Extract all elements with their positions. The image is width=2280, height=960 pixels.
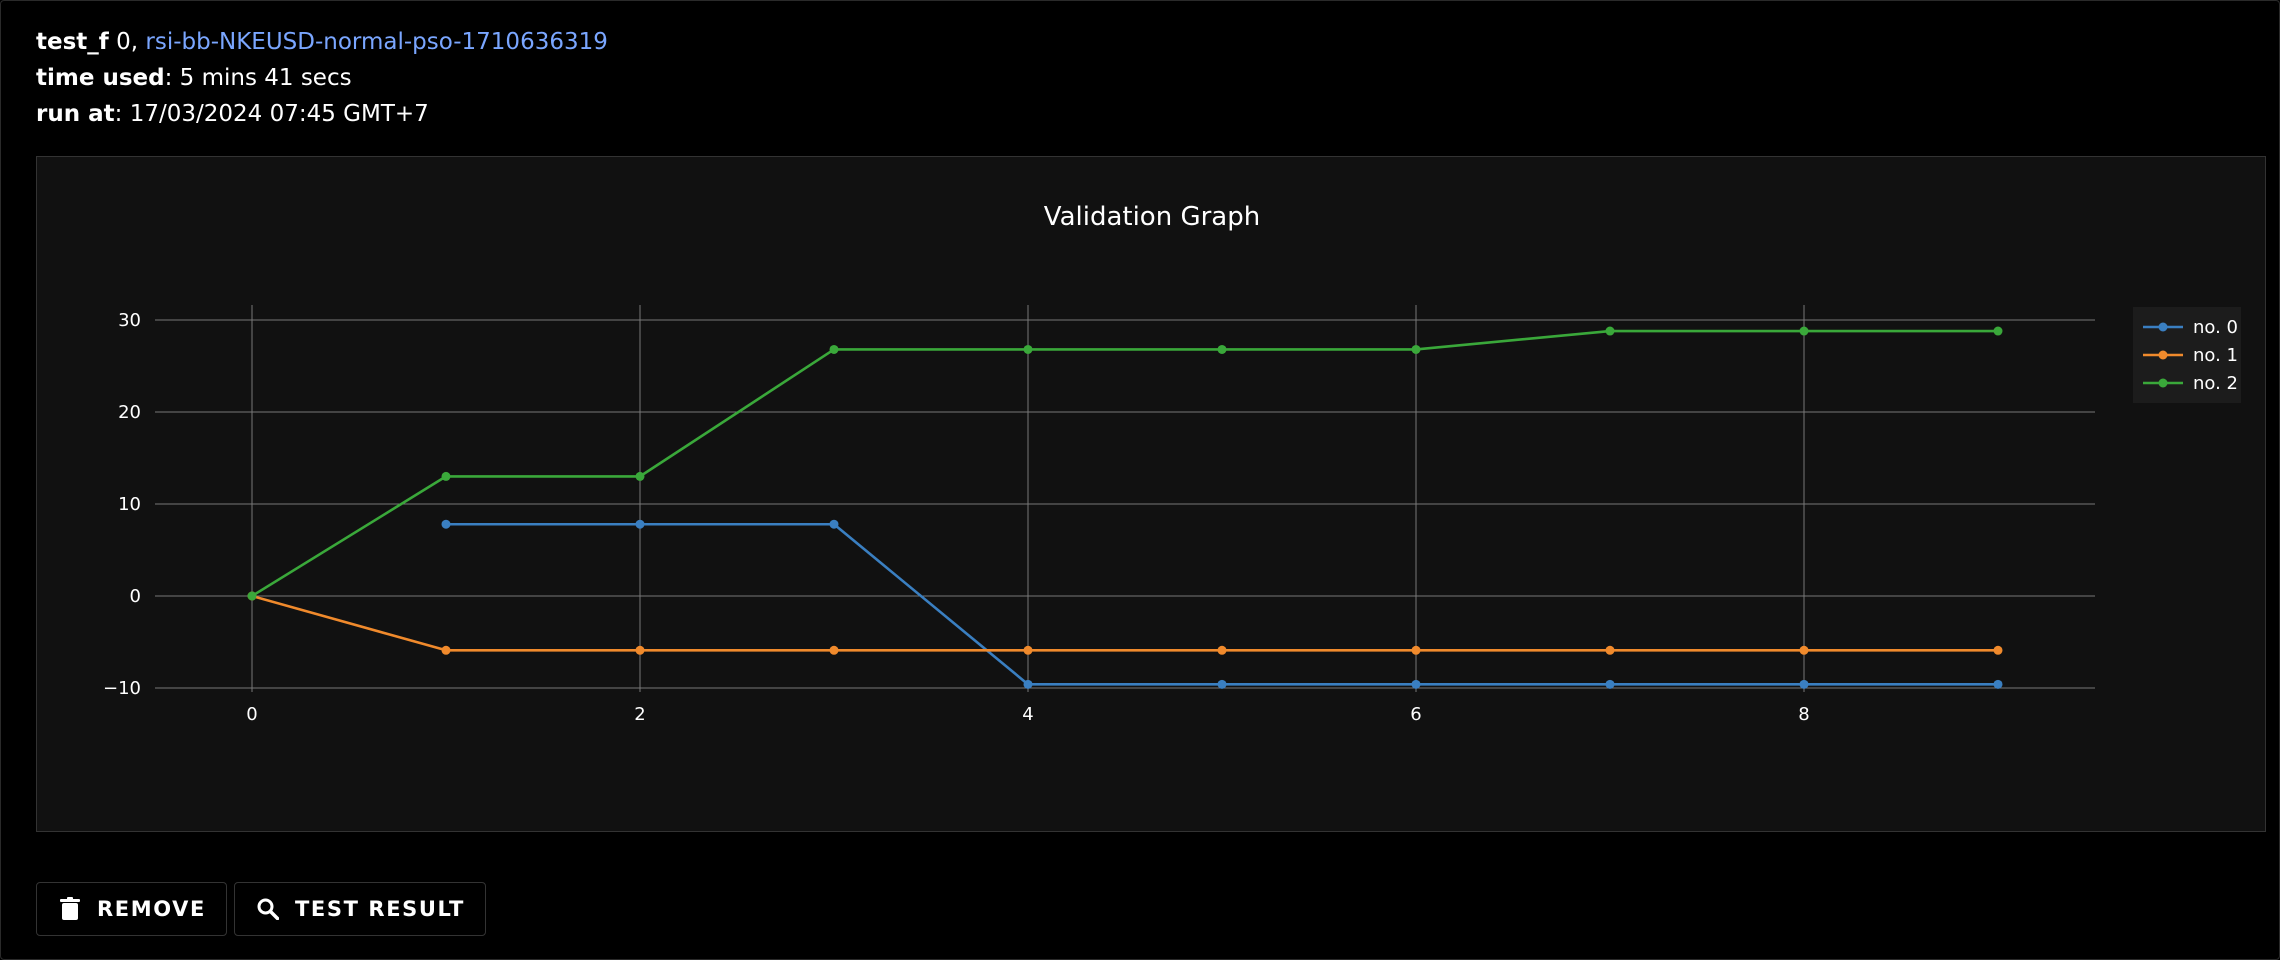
x-tick-label: 0 (246, 704, 257, 725)
data-point (1023, 344, 1033, 354)
test-row: test_f 0, rsi-bb-NKEUSD-normal-pso-17106… (36, 24, 608, 60)
data-point (1217, 344, 1227, 354)
time-used-value: 5 mins 41 secs (179, 65, 352, 91)
chart-series (247, 326, 2003, 689)
data-point (1799, 645, 1809, 655)
x-tick-label: 8 (1798, 704, 1809, 725)
data-point (1023, 679, 1033, 689)
data-point (1993, 645, 2003, 655)
y-tick-label: 20 (118, 402, 141, 423)
test-result-button-label: TEST RESULT (295, 897, 465, 921)
series-line-1 (251, 594, 1998, 652)
data-point (441, 471, 451, 481)
data-point (1605, 645, 1615, 655)
legend-swatch-marker (2158, 322, 2168, 332)
data-point (1605, 326, 1615, 336)
data-point (829, 645, 839, 655)
run-at-label: run at (36, 101, 115, 127)
run-info: test_f 0, rsi-bb-NKEUSD-normal-pso-17106… (36, 24, 608, 132)
data-point (441, 645, 451, 655)
search-icon (255, 896, 281, 922)
data-point (1799, 679, 1809, 689)
data-point (1411, 679, 1421, 689)
data-point (1217, 679, 1227, 689)
trash-icon (57, 896, 83, 922)
remove-button-label: REMOVE (97, 897, 206, 921)
chart-legend[interactable]: no. 0 no. 1 no. 2 (2133, 307, 2241, 403)
y-tick-label: 10 (118, 494, 141, 515)
y-tick-label: 0 (130, 586, 141, 607)
data-point (829, 519, 839, 529)
data-point (441, 519, 451, 529)
data-point (635, 645, 645, 655)
y-tick-label: −10 (103, 678, 141, 699)
time-used-colon: : (164, 65, 173, 91)
data-point (1993, 326, 2003, 336)
test-separator: , (130, 29, 139, 55)
x-tick-label: 2 (634, 704, 645, 725)
test-label: test_f (36, 29, 109, 55)
validation-chart-panel: Validation Graph 30 20 10 0 −10 0 2 4 6 8 no. 0 no… (36, 156, 2266, 832)
data-point (1605, 679, 1615, 689)
remove-button[interactable]: REMOVE (36, 882, 227, 936)
x-tick-label: 4 (1022, 704, 1033, 725)
data-point (247, 591, 257, 601)
x-tick-label: 6 (1410, 704, 1421, 725)
chart-axes: 30 20 10 0 −10 0 2 4 6 8 (103, 310, 1810, 725)
run-at-colon: : (114, 101, 123, 127)
data-point (1993, 679, 2003, 689)
run-name-link[interactable]: rsi-bb-NKEUSD-normal-pso-1710636319 (145, 29, 608, 55)
data-point (635, 471, 645, 481)
chart-title: Validation Graph (1044, 202, 1260, 232)
legend-label: no. 2 (2193, 373, 2238, 394)
time-used-row: time used: 5 mins 41 secs (36, 60, 608, 96)
data-point (1217, 645, 1227, 655)
data-point (635, 519, 645, 529)
data-point (1411, 344, 1421, 354)
series-line-2 (251, 329, 1998, 598)
legend-label: no. 1 (2193, 345, 2238, 366)
data-point (1411, 645, 1421, 655)
data-point (1023, 645, 1033, 655)
run-at-row: run at: 17/03/2024 07:45 GMT+7 (36, 96, 608, 132)
legend-swatch-marker (2158, 350, 2168, 360)
run-at-value: 17/03/2024 07:45 GMT+7 (129, 101, 429, 127)
time-used-label: time used (36, 65, 165, 91)
data-point (829, 344, 839, 354)
y-tick-label: 30 (118, 310, 141, 331)
legend-swatch-marker (2158, 378, 2168, 388)
series-line-0 (446, 522, 1998, 686)
chart-grid (155, 305, 2095, 692)
data-point (1799, 326, 1809, 336)
legend-label: no. 0 (2193, 317, 2238, 338)
test-index: 0 (116, 29, 131, 55)
test-result-button[interactable]: TEST RESULT (234, 882, 486, 936)
